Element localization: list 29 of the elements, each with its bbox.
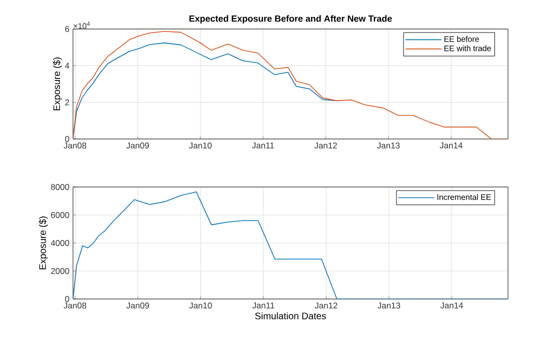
- x-tick-label: Jan13: [377, 142, 400, 149]
- y-tick-label: 0: [65, 136, 70, 142]
- x-tick-label: Jan11: [252, 302, 274, 308]
- y-tick-label: 4000: [50, 240, 70, 246]
- chart-title: Expected Exposure Before and After New Trade: [189, 15, 392, 24]
- line-series: [73, 42, 337, 139]
- x-tick-label: Jan08: [64, 302, 86, 309]
- x-axis-title: Simulation Dates: [255, 312, 326, 320]
- y-tick-label: 0: [65, 296, 70, 302]
- y-tick-label: 4: [64, 62, 70, 69]
- x-tick-label: Jan09: [126, 142, 149, 149]
- y-tick-label: 2000: [51, 268, 70, 274]
- x-tick-label: Jan09: [126, 302, 149, 309]
- line-series: [73, 30, 508, 139]
- y-tick-label: 6000: [51, 212, 70, 218]
- y-axis-title: Exposure ($): [52, 58, 62, 110]
- x-tick-label: Jan12: [314, 142, 337, 149]
- x-tick-label: Jan14: [440, 302, 464, 308]
- y-tick-label: 8000: [51, 184, 70, 190]
- y-axis-title: Exposure ($): [38, 216, 48, 270]
- x-tick-label: Jan08: [64, 142, 86, 149]
- x-tick-label: Jan14: [440, 142, 462, 148]
- x-tick-label: Jan12: [314, 302, 338, 309]
- x-tick-label: Jan10: [189, 302, 212, 309]
- y-tick-label: 6: [65, 26, 70, 32]
- x-tick-label: Jan10: [189, 142, 212, 149]
- y-tick-label: 2: [65, 99, 70, 106]
- x-tick-label: Jan13: [378, 302, 400, 309]
- x-tick-label: Jan11: [252, 142, 274, 148]
